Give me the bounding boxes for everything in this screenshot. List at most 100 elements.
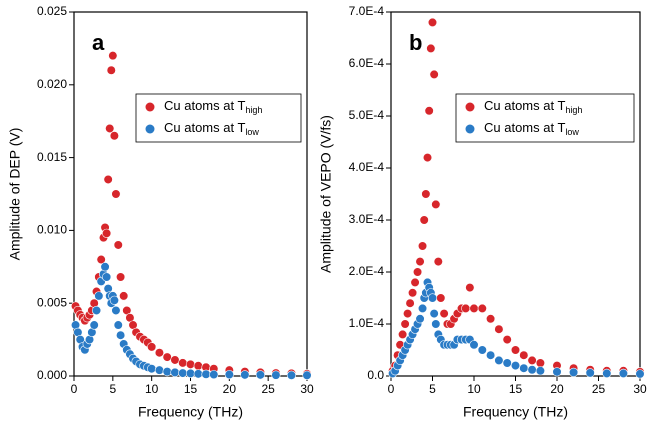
data-point [410, 277, 420, 288]
data-point [427, 17, 438, 27]
x-axis-label: Frequency (THz) [463, 404, 568, 420]
data-point [178, 358, 188, 368]
data-point [431, 319, 441, 329]
data-point [103, 174, 113, 185]
data-point [417, 303, 428, 314]
data-point [465, 283, 475, 293]
data-point [201, 369, 211, 379]
legend-marker [145, 124, 155, 134]
data-point [113, 240, 123, 250]
data-point [417, 241, 428, 251]
data-point [486, 350, 496, 360]
legend-subscript: low [565, 127, 579, 137]
data-point [519, 350, 529, 360]
data-point [170, 367, 180, 377]
data-point [185, 368, 196, 378]
data-point [178, 368, 188, 378]
data-point [102, 228, 112, 238]
legend-marker [465, 102, 475, 112]
data-point [469, 303, 479, 314]
data-point [469, 340, 479, 350]
data-point [494, 324, 504, 334]
y-tick-label: 0.000 [37, 368, 67, 382]
x-tick-label: 15 [509, 382, 523, 396]
panel-label: a [92, 30, 105, 55]
legend-box [455, 93, 635, 143]
legend-subscript: high [245, 105, 262, 115]
data-point [162, 367, 172, 377]
data-point [96, 254, 106, 265]
y-axis-label: Amplitude of VEPO (V/fs) [318, 115, 334, 273]
y-tick-label: 0.0 [367, 368, 384, 382]
data-point [193, 361, 203, 371]
legend-entry: Cu atoms at Tlow [164, 120, 259, 137]
data-point [424, 106, 434, 116]
legend-subscript: high [565, 105, 582, 115]
x-tick-label: 10 [145, 382, 159, 396]
data-point [154, 365, 165, 375]
data-point [106, 65, 116, 75]
data-point [486, 314, 496, 324]
data-point [100, 262, 110, 272]
data-point [111, 305, 121, 316]
legend-name: Cu atoms at T [164, 98, 245, 113]
data-point [421, 189, 431, 199]
data-point [119, 291, 129, 301]
y-tick-label: 7.0E-4 [349, 4, 385, 18]
legend-name: Cu atoms at T [484, 98, 565, 113]
data-point [89, 320, 99, 330]
y-tick-label: 0.005 [37, 295, 67, 309]
data-point [510, 361, 521, 371]
panel-label: b [409, 30, 422, 55]
y-axis-label: Amplitude of DEP (V) [7, 128, 23, 261]
x-tick-label: 25 [592, 382, 606, 396]
data-point [91, 305, 102, 316]
data-point [147, 342, 157, 352]
legend-marker [145, 102, 155, 112]
data-point [405, 298, 415, 308]
data-point [224, 369, 234, 380]
data-point [147, 364, 157, 374]
y-tick-label: 5.0E-4 [349, 108, 385, 122]
x-tick-label: 10 [467, 382, 481, 396]
data-point [415, 314, 425, 324]
legend-marker [465, 124, 475, 134]
x-tick-label: 30 [633, 382, 647, 396]
data-point [407, 288, 418, 298]
data-point [113, 320, 123, 330]
x-tick-label: 0 [388, 382, 395, 396]
legend: Cu atoms at Thigh Cu atoms at Tlow [455, 93, 635, 143]
data-point [398, 329, 408, 340]
y-tick-label: 4.0E-4 [349, 160, 385, 174]
data-point [109, 295, 119, 305]
data-point [477, 345, 487, 355]
data-point [461, 303, 471, 314]
data-point [302, 370, 312, 380]
data-point [115, 272, 126, 282]
data-point [535, 366, 546, 376]
data-point [419, 215, 429, 225]
legend-entry: Cu atoms at Tlow [484, 120, 579, 137]
data-point [108, 51, 118, 61]
x-tick-label: 0 [71, 382, 78, 396]
data-point [510, 345, 521, 355]
panel: 0 5 10 15 20 25 30 0.0 1.0E-4 2.0E-4 3.0E-4 4.0E-4 5… [318, 4, 647, 420]
data-point [403, 309, 413, 319]
data-point [502, 358, 512, 368]
y-tick-label: 2.0E-4 [349, 264, 385, 278]
x-axis-label: Frequency (THz) [138, 404, 243, 420]
y-tick-label: 0.025 [37, 4, 67, 18]
data-point [154, 348, 165, 358]
data-point [494, 355, 504, 366]
data-point [400, 319, 410, 329]
data-point [115, 330, 126, 340]
y-tick-label: 3.0E-4 [349, 212, 385, 226]
data-point [255, 370, 266, 380]
data-point [240, 370, 250, 380]
data-point [102, 272, 112, 282]
x-tick-label: 5 [109, 382, 116, 396]
panel: 0 5 10 15 20 25 30 0.000 0.005 0.010 0.015 0.020 0.0… [7, 4, 314, 420]
data-point [527, 365, 537, 375]
